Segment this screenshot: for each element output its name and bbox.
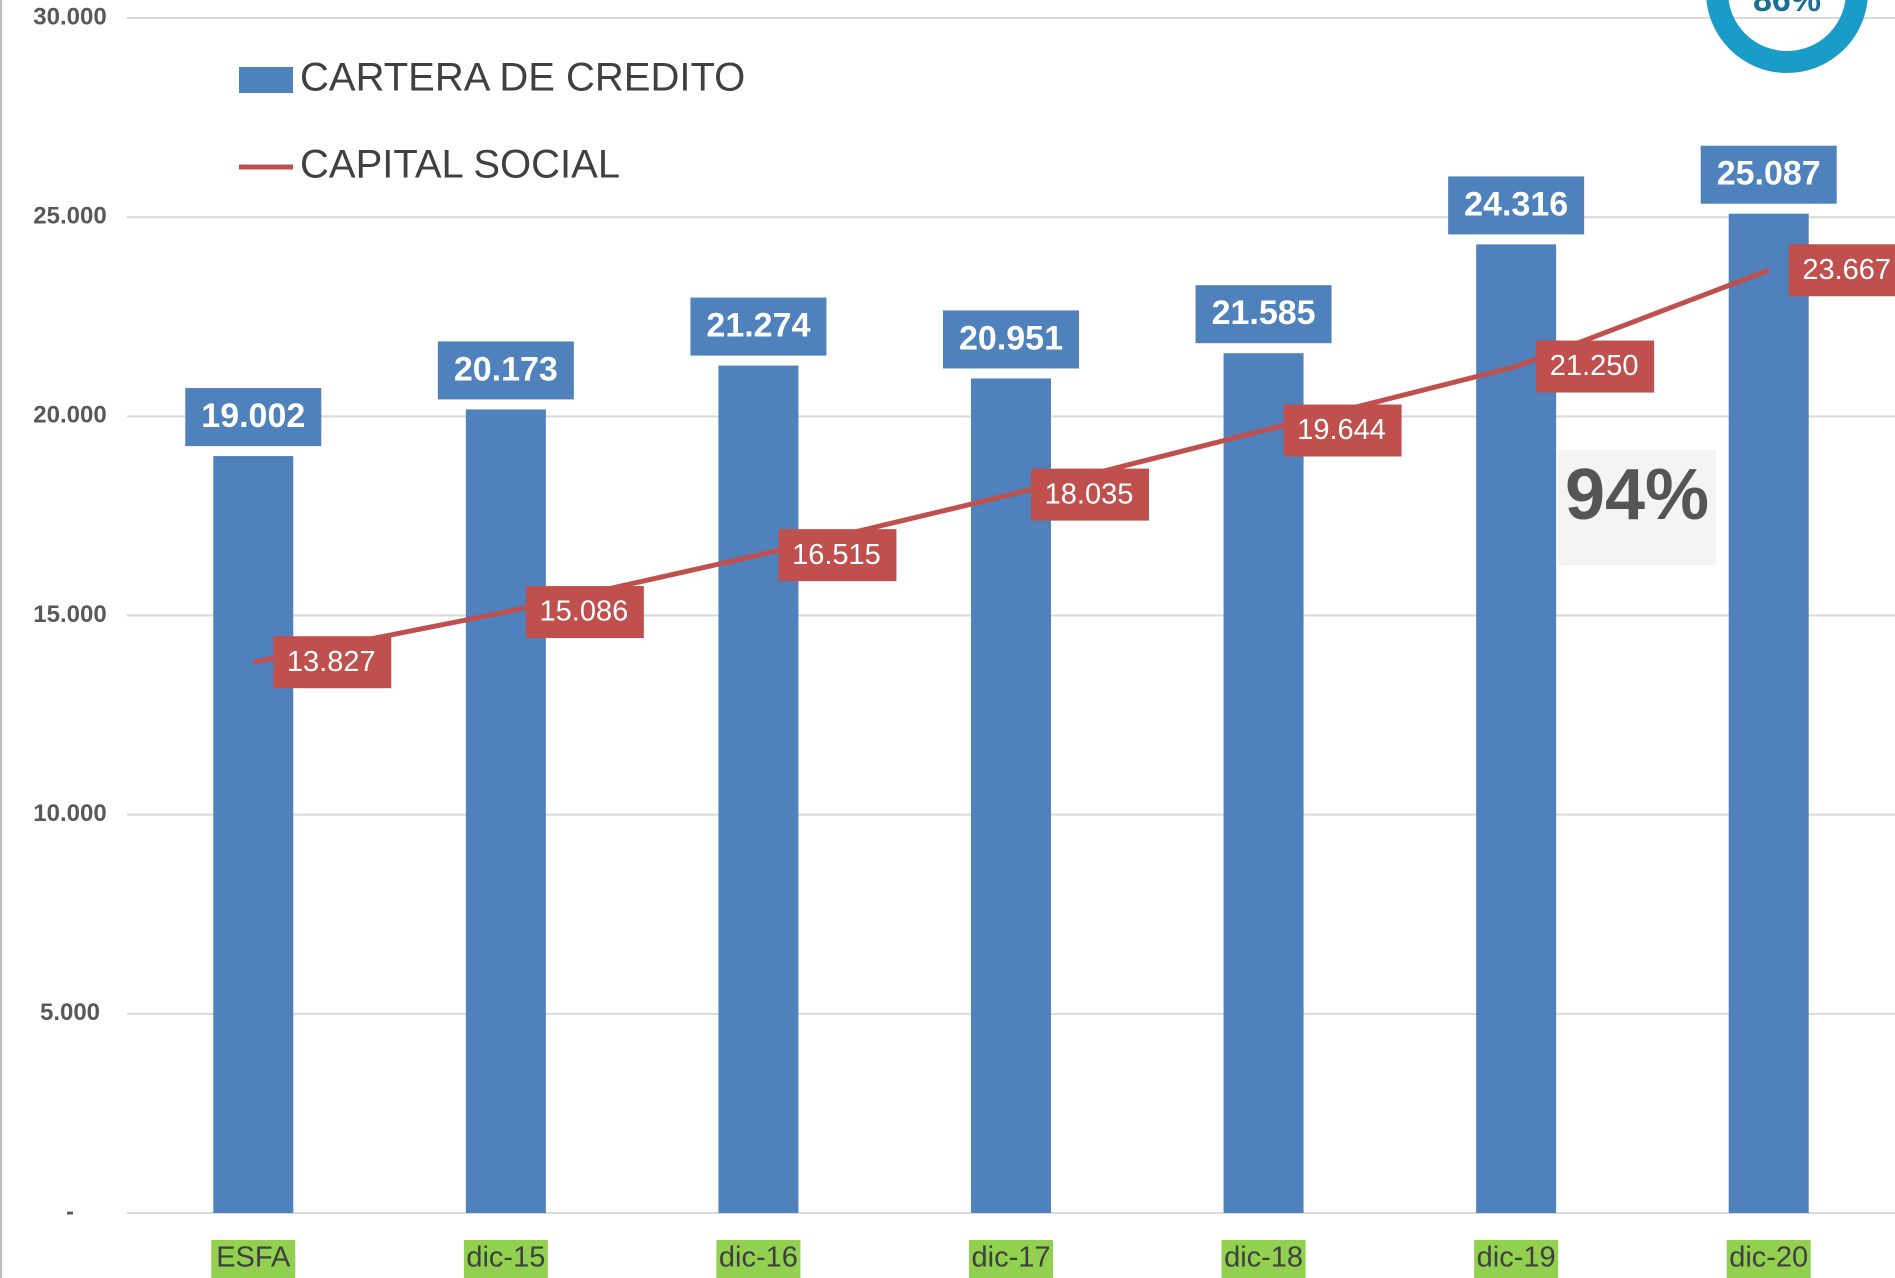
y-tick-label: 30.000 — [33, 3, 106, 30]
bar-label: 25.087 — [1717, 155, 1821, 193]
x-tick-label: ESFA — [216, 1242, 291, 1274]
legend-label: CARTERA DE CREDITO — [300, 56, 745, 100]
chart: - 5.000 10.000 15.000 20.000 25.000 30.000 ESFA… — [0, 0, 1895, 1278]
line-label: 23.667 — [1802, 254, 1891, 286]
bar-label: 19.002 — [201, 397, 305, 435]
bar-label: 21.274 — [706, 307, 810, 345]
bar-label: 20.173 — [454, 350, 558, 388]
line-label: 19.644 — [1297, 414, 1386, 446]
legend-swatch — [239, 67, 293, 93]
annotation: 86% — [1753, 0, 1821, 19]
line-label: 21.250 — [1550, 350, 1639, 382]
y-tick-label: 10.000 — [33, 800, 106, 827]
bar — [1729, 214, 1809, 1213]
x-tick-label: dic-18 — [1224, 1242, 1303, 1274]
annotation: 94% — [1565, 455, 1709, 535]
legend-label: CAPITAL SOCIAL — [300, 143, 620, 187]
x-tick-label: dic-20 — [1729, 1242, 1808, 1274]
line-label: 13.827 — [287, 646, 376, 678]
x-tick-label: dic-17 — [972, 1242, 1051, 1274]
y-tick-label: 25.000 — [33, 203, 106, 230]
x-tick-label: dic-19 — [1477, 1242, 1556, 1274]
bar — [213, 456, 293, 1213]
bar — [1224, 353, 1304, 1213]
bar — [466, 409, 546, 1213]
y-tick-label: 20.000 — [33, 402, 106, 429]
bar-label: 24.316 — [1464, 185, 1568, 223]
line-label: 16.515 — [792, 539, 881, 571]
bar — [718, 366, 798, 1213]
bar-label: 20.951 — [959, 319, 1063, 357]
y-tick-label: 5.000 — [40, 999, 100, 1026]
y-tick-label: - — [66, 1198, 74, 1225]
y-tick-label: 15.000 — [33, 601, 106, 628]
x-tick-label: dic-15 — [466, 1242, 545, 1274]
line-label: 15.086 — [540, 596, 629, 628]
x-tick-label: dic-16 — [719, 1242, 798, 1274]
line-label: 18.035 — [1045, 478, 1134, 510]
bar-label: 21.585 — [1212, 294, 1316, 332]
